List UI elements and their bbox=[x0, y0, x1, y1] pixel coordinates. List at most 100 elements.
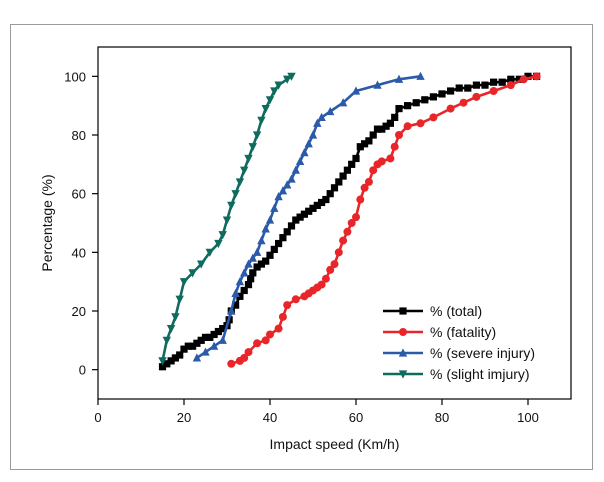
data-point bbox=[373, 80, 382, 89]
data-point bbox=[214, 327, 222, 336]
data-point bbox=[279, 234, 287, 242]
data-point bbox=[197, 336, 205, 344]
data-point bbox=[291, 165, 300, 174]
data-point bbox=[180, 345, 188, 353]
data-point bbox=[472, 92, 481, 101]
data-point bbox=[421, 96, 429, 104]
data-point bbox=[218, 335, 227, 344]
data-point bbox=[356, 195, 365, 204]
data-point bbox=[519, 75, 528, 84]
data-point bbox=[278, 312, 287, 321]
data-point bbox=[524, 72, 532, 80]
data-point bbox=[395, 105, 403, 113]
data-point bbox=[278, 186, 288, 195]
data-point bbox=[446, 104, 455, 113]
data-point bbox=[166, 325, 176, 334]
data-point bbox=[265, 96, 275, 105]
series-1 bbox=[158, 72, 541, 371]
data-point bbox=[313, 118, 322, 127]
y-axis-label: Percentage (%) bbox=[39, 174, 55, 271]
data-point bbox=[283, 75, 292, 84]
x-axis-label: Impact speed (Km/h) bbox=[270, 436, 400, 452]
data-point bbox=[275, 239, 283, 248]
data-point bbox=[295, 156, 305, 165]
line-chart: 0 20 40 60 80 100 0 20 40 60 80 100 % (total) % (fat… bbox=[39, 46, 572, 452]
data-point bbox=[391, 113, 399, 121]
data-point bbox=[270, 245, 278, 253]
data-point bbox=[429, 113, 438, 122]
data-point bbox=[352, 154, 360, 163]
data-point bbox=[244, 154, 253, 164]
data-point bbox=[360, 183, 369, 192]
data-point bbox=[361, 140, 369, 148]
data-point bbox=[193, 339, 201, 347]
data-point bbox=[330, 260, 339, 269]
data-point bbox=[214, 239, 223, 249]
data-point bbox=[158, 357, 167, 366]
data-point bbox=[201, 347, 210, 356]
data-point bbox=[429, 93, 437, 101]
data-point bbox=[459, 98, 468, 107]
data-point bbox=[205, 248, 214, 257]
data-point bbox=[455, 84, 463, 92]
data-point bbox=[206, 333, 214, 341]
data-point bbox=[232, 301, 240, 309]
legend-label: % (slight imjury) bbox=[430, 366, 530, 382]
data-point bbox=[438, 90, 446, 98]
data-point bbox=[322, 195, 330, 204]
data-point bbox=[257, 236, 266, 245]
data-point bbox=[326, 190, 334, 198]
data-point bbox=[378, 125, 386, 133]
data-point bbox=[351, 86, 361, 95]
data-point bbox=[326, 106, 335, 116]
data-point bbox=[515, 75, 523, 83]
data-point bbox=[248, 253, 257, 262]
data-point bbox=[219, 325, 227, 333]
data-point bbox=[300, 148, 309, 157]
data-point bbox=[343, 166, 351, 174]
y-tick-label: 60 bbox=[72, 187, 86, 202]
data-point bbox=[222, 216, 232, 225]
data-point bbox=[287, 174, 296, 183]
data-point bbox=[416, 71, 425, 80]
data-point bbox=[356, 143, 364, 151]
data-point bbox=[330, 184, 339, 192]
data-point bbox=[364, 177, 373, 186]
y-tick-label: 100 bbox=[64, 69, 86, 84]
data-point bbox=[305, 207, 313, 215]
data-point bbox=[386, 154, 395, 163]
data-point bbox=[317, 280, 326, 289]
x-tick-label: 20 bbox=[177, 410, 191, 425]
data-point bbox=[158, 363, 167, 371]
legend-entry: % (slight imjury) bbox=[383, 366, 530, 382]
data-point bbox=[261, 224, 270, 233]
data-point bbox=[253, 339, 262, 348]
x-tick-label: 0 bbox=[94, 410, 101, 425]
data-point bbox=[412, 99, 420, 107]
y-tick-label: 20 bbox=[72, 304, 86, 319]
data-point bbox=[334, 248, 343, 257]
data-point bbox=[339, 172, 347, 180]
legend-label: % (fatality) bbox=[430, 324, 496, 340]
data-point bbox=[163, 360, 171, 368]
data-point bbox=[244, 348, 253, 357]
series-3 bbox=[192, 71, 425, 362]
data-point bbox=[227, 359, 236, 368]
data-point bbox=[464, 84, 472, 92]
data-point bbox=[240, 166, 249, 175]
data-point bbox=[261, 336, 270, 345]
data-point bbox=[171, 313, 180, 322]
data-point bbox=[490, 78, 498, 86]
data-point bbox=[240, 353, 249, 362]
data-point bbox=[274, 81, 283, 90]
data-point bbox=[235, 277, 245, 286]
data-point bbox=[352, 213, 360, 222]
data-point bbox=[188, 269, 197, 278]
data-point bbox=[240, 268, 249, 277]
data-point bbox=[369, 131, 377, 139]
data-point bbox=[171, 354, 179, 362]
data-point bbox=[175, 295, 184, 304]
x-tick-label: 60 bbox=[349, 410, 363, 425]
data-point bbox=[373, 125, 382, 133]
data-point bbox=[248, 143, 257, 152]
